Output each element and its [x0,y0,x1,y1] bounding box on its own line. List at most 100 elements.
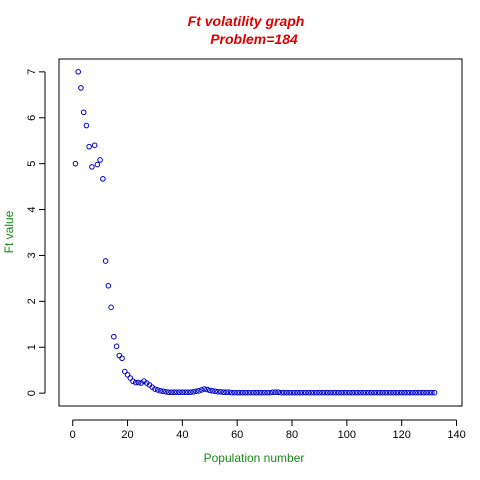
data-point [365,389,372,396]
data-point [111,333,117,340]
data-point [272,389,279,396]
x-tick-label: 80 [286,429,298,441]
data-point [193,388,199,395]
data-point [97,157,103,163]
data-point [308,389,315,396]
data-point [174,389,180,396]
data-point [415,389,421,396]
data-point [418,389,424,396]
x-tick-label: 120 [393,429,411,441]
y-axis-label: Ft value [2,210,16,253]
data-point [355,389,361,396]
data-point [201,386,208,392]
data-point [160,388,166,395]
data-point [278,389,284,396]
data-point [94,161,101,168]
data-point [209,388,216,394]
chart-title: Ft volatility graph [188,13,305,29]
data-point [382,389,389,396]
data-point [281,389,287,396]
data-point [297,389,304,396]
y-axis: 0 1 2 3 4 5 6 7 [26,69,46,396]
x-tick-label: 40 [176,429,188,441]
data-point [259,389,265,396]
data-point [83,122,90,129]
data-point [102,258,109,264]
data-point [198,387,205,393]
data-point [124,371,131,378]
data-point [311,389,317,396]
data-point [302,389,309,396]
data-point [357,389,364,396]
data-point [217,388,224,395]
data-point [89,164,95,170]
chart-subtitle: Problem=184 [210,31,298,47]
data-point [267,389,273,396]
x-tick-label: 20 [121,429,133,441]
data-point [393,389,400,396]
data-point [206,387,213,394]
data-point [100,175,106,182]
data-point [130,378,136,385]
data-point [75,69,81,75]
data-point [121,368,128,375]
data-point [409,389,416,396]
data-point [228,389,235,396]
data-point [289,389,295,396]
data-point [352,389,358,396]
y-tick-label: 7 [26,69,38,75]
data-point [248,389,254,396]
data-point [300,389,306,396]
x-axis: 0 20 40 60 80 100 120 140 [70,419,466,441]
data-point [261,389,268,396]
data-point [333,389,339,396]
x-axis-label: Population number [204,451,305,465]
y-tick-label: 0 [26,390,38,396]
data-point [305,389,312,396]
data-point [283,389,290,396]
data-point [385,389,391,396]
data-point [163,388,169,395]
data-point [105,282,112,289]
data-point [119,355,125,362]
data-point [157,388,164,394]
x-tick-label: 100 [338,429,356,441]
data-point [256,389,262,396]
x-tick-label: 0 [70,429,76,441]
data-point [154,387,161,393]
data-point [324,389,331,396]
data-point [196,388,202,394]
data-point [387,389,394,396]
data-point [322,389,328,396]
data-point [91,142,98,149]
data-point [379,389,386,396]
data-point [182,389,188,396]
data-point [190,388,197,395]
data-point [226,389,232,396]
data-point [220,389,227,396]
plot-frame [58,58,463,407]
y-tick-label: 5 [26,161,38,167]
data-point [404,389,410,396]
data-point [242,389,249,396]
data-point [360,389,367,396]
data-point [396,389,402,396]
data-point [412,389,419,396]
data-point [346,389,353,396]
data-point [132,379,139,386]
data-point [376,389,383,396]
data-point [291,389,298,396]
data-point [237,389,243,396]
data-point [204,386,210,393]
data-point [371,389,378,396]
data-point [78,85,84,91]
data-point [231,389,238,396]
data-point [426,389,432,396]
data-point [171,389,177,396]
data-point [270,389,276,396]
data-point [390,389,397,396]
data-point [398,389,405,396]
data-point [212,388,219,395]
y-tick-label: 6 [26,115,38,121]
data-point [335,389,342,396]
